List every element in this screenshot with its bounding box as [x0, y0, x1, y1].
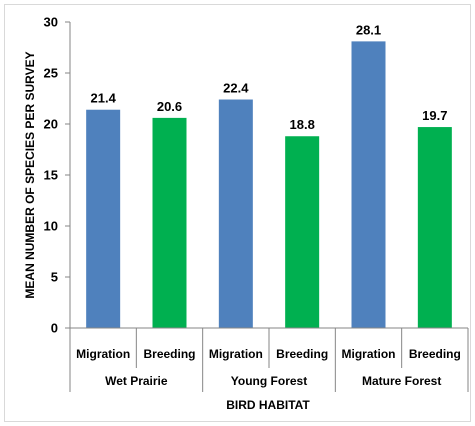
- y-tick-label: 15: [44, 168, 58, 183]
- data-label: 19.7: [422, 108, 447, 123]
- group-label: Young Forest: [231, 374, 307, 388]
- group-label: Mature Forest: [362, 374, 441, 388]
- y-tick-label: 20: [44, 117, 58, 132]
- group-label: Wet Prairie: [105, 374, 168, 388]
- data-label: 20.6: [157, 99, 182, 114]
- category-label: Breeding: [409, 347, 461, 361]
- bars: [86, 41, 452, 329]
- bar-migration: [86, 109, 121, 328]
- y-tick-label: 10: [44, 219, 58, 234]
- y-tick-label: 0: [51, 321, 58, 336]
- y-tick-label: 30: [44, 15, 58, 30]
- category-label: Breeding: [143, 347, 195, 361]
- data-label: 18.8: [290, 117, 315, 132]
- category-label: Migration: [342, 347, 396, 361]
- category-label: Breeding: [276, 347, 328, 361]
- y-tick-label: 5: [51, 270, 58, 285]
- data-label: 28.1: [356, 22, 381, 37]
- data-label: 21.4: [91, 91, 117, 106]
- bar-breeding: [417, 127, 452, 328]
- y-tick-label: 25: [44, 66, 58, 81]
- bar-breeding: [152, 117, 187, 328]
- y-axis-ticks: 0 5 10 15 20 25 30: [44, 15, 70, 336]
- data-label: 22.4: [223, 81, 249, 96]
- y-axis-label: MEAN NUMBER OF SPECIES PER SURVEY: [23, 51, 37, 298]
- bar-migration: [218, 99, 253, 329]
- x-axis-label: BIRD HABITAT: [226, 398, 310, 412]
- axes: [69, 22, 469, 392]
- category-label: Migration: [209, 347, 263, 361]
- category-label: Migration: [76, 347, 130, 361]
- group-labels: Wet Prairie Young Forest Mature Forest: [105, 374, 441, 388]
- data-labels: 21.4 20.6 22.4 18.8 28.1 19.7: [91, 22, 448, 132]
- bar-migration: [351, 41, 386, 328]
- bar-breeding: [285, 136, 320, 328]
- category-labels: Migration Breeding Migration Breeding Migrat…: [76, 347, 461, 361]
